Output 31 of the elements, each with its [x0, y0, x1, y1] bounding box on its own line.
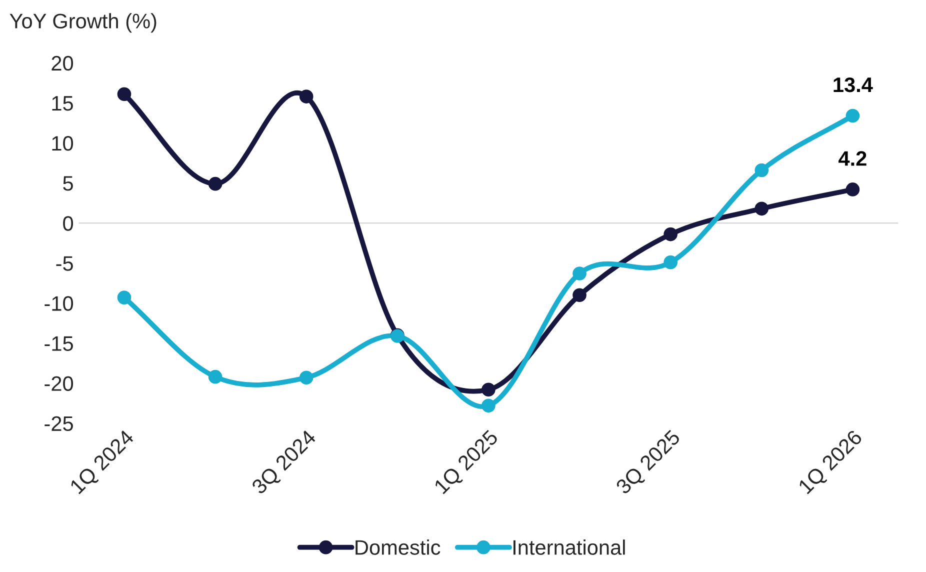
legend-label: International	[514, 540, 625, 555]
y-tick-label: -20	[44, 376, 74, 391]
point	[754, 202, 769, 216]
legend-label: Domestic	[356, 540, 440, 555]
y-tick-label: 0	[63, 216, 74, 231]
point	[299, 90, 314, 104]
point	[208, 370, 222, 384]
y-tick-label: 5	[63, 176, 73, 191]
point	[664, 255, 678, 270]
point	[754, 163, 769, 178]
point	[482, 382, 496, 397]
point	[664, 227, 678, 242]
y-tick-label: -15	[44, 336, 73, 351]
y-axis-title: YoY Growth (%)	[10, 13, 156, 33]
y-tick-label: 15	[52, 96, 73, 111]
point	[117, 290, 132, 304]
y-tick-label: 20	[52, 56, 74, 71]
point	[208, 176, 222, 191]
point	[846, 182, 860, 196]
point	[482, 398, 496, 413]
data-label: 13.4	[834, 77, 873, 92]
point	[846, 108, 860, 123]
point	[117, 87, 132, 102]
y-tick-label: -5	[56, 256, 73, 271]
point	[572, 288, 586, 302]
point	[299, 370, 314, 385]
point	[572, 266, 586, 280]
y-tick-label: -25	[44, 416, 73, 432]
data-label: 4.2	[838, 151, 866, 166]
y-tick-label: -10	[44, 296, 74, 311]
y-tick-label: 10	[52, 136, 74, 151]
